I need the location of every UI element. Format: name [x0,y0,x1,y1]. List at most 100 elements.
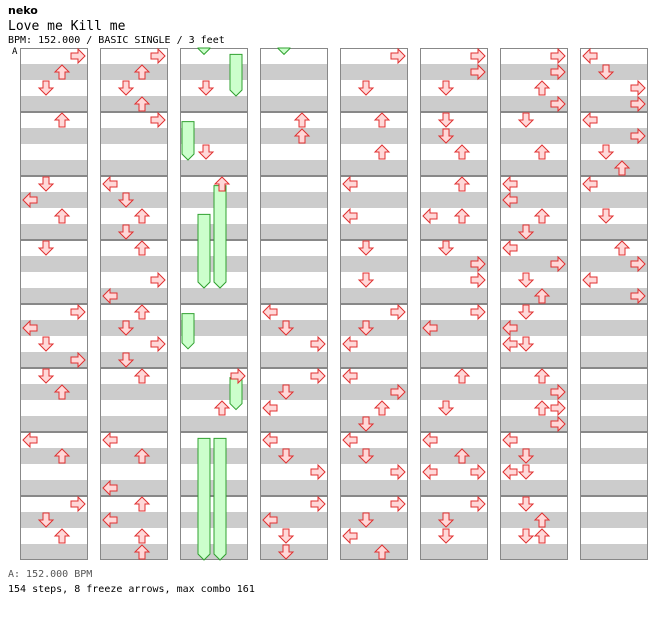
down-arrow-icon [357,240,375,256]
measure-box [20,112,88,176]
right-arrow-icon [70,351,86,369]
right-arrow-icon [70,495,86,513]
down-arrow-icon [277,320,295,336]
freeze-arrow [213,185,227,289]
up-arrow-icon [533,208,551,224]
up-arrow-icon [533,400,551,416]
left-arrow-icon [22,319,38,337]
measure-box [100,304,168,368]
right-arrow-icon [390,47,406,65]
right-arrow-icon [390,495,406,513]
left-arrow-icon [22,191,38,209]
left-arrow-icon [422,319,438,337]
freeze-arrow [181,121,195,161]
measure-box [260,240,328,304]
step-chart [20,47,648,561]
measure-box [580,368,648,432]
right-arrow-icon [150,111,166,129]
down-arrow-icon [437,80,455,96]
left-arrow-icon [502,319,518,337]
measure-box [20,496,88,560]
right-arrow-icon [550,47,566,65]
right-arrow-icon [70,303,86,321]
left-arrow-icon [102,431,118,449]
up-arrow-icon [133,208,151,224]
up-arrow-icon [53,448,71,464]
right-arrow-icon [470,255,486,273]
left-arrow-icon [342,207,358,225]
freeze-arrow [181,313,195,350]
down-arrow-icon [117,80,135,96]
up-arrow-icon [453,144,471,160]
up-arrow-icon [533,288,551,304]
left-arrow-icon [342,527,358,545]
freeze-arrow [229,53,243,97]
up-arrow-icon [373,400,391,416]
down-arrow-icon [357,320,375,336]
down-arrow-icon [277,448,295,464]
down-arrow-icon [517,448,535,464]
measure-box [260,48,328,112]
left-arrow-icon [22,431,38,449]
left-arrow-icon [582,47,598,65]
left-arrow-icon [342,431,358,449]
down-arrow-icon [437,512,455,528]
left-arrow-icon [102,479,118,497]
measure-box [340,48,408,112]
left-arrow-icon [502,463,518,481]
right-arrow-icon [550,63,566,81]
down-arrow-icon [357,448,375,464]
down-arrow-icon [357,512,375,528]
right-arrow-icon [150,271,166,289]
right-arrow-icon [630,287,646,305]
down-arrow-icon [37,512,55,528]
right-arrow-icon [310,463,326,481]
right-arrow-icon [550,383,566,401]
up-arrow-icon [213,400,231,416]
right-arrow-icon [70,47,86,65]
measure-box [500,240,568,304]
left-arrow-icon [102,175,118,193]
down-arrow-icon [117,352,135,368]
up-arrow-icon [453,208,471,224]
right-arrow-icon [470,463,486,481]
up-arrow-icon [453,176,471,192]
left-arrow-icon [342,175,358,193]
left-arrow-icon [262,303,278,321]
up-arrow-icon [133,368,151,384]
up-arrow-icon [453,368,471,384]
left-arrow-icon [582,111,598,129]
freeze-arrow [277,47,291,56]
measure-box [20,176,88,240]
up-arrow-icon [373,544,391,560]
measure-box [580,432,648,496]
down-arrow-icon [597,144,615,160]
left-arrow-icon [502,335,518,353]
measure-box [260,432,328,496]
up-arrow-icon [533,528,551,544]
down-arrow-icon [517,528,535,544]
right-arrow-icon [390,383,406,401]
right-arrow-icon [630,127,646,145]
measure-box [340,368,408,432]
measure-box [500,304,568,368]
measure-box [260,112,328,176]
right-arrow-icon [550,415,566,433]
freeze-arrow [197,213,211,289]
left-arrow-icon [582,175,598,193]
artist-name: neko [8,4,38,17]
right-arrow-icon [310,335,326,353]
up-arrow-icon [133,448,151,464]
right-arrow-icon [310,495,326,513]
down-arrow-icon [437,400,455,416]
down-arrow-icon [357,80,375,96]
down-arrow-icon [517,272,535,288]
up-arrow-icon [533,144,551,160]
right-arrow-icon [230,367,246,385]
right-arrow-icon [470,63,486,81]
right-arrow-icon [550,399,566,417]
song-title: Love me Kill me [8,19,126,34]
measure-box [580,112,648,176]
down-arrow-icon [437,240,455,256]
up-arrow-icon [53,528,71,544]
